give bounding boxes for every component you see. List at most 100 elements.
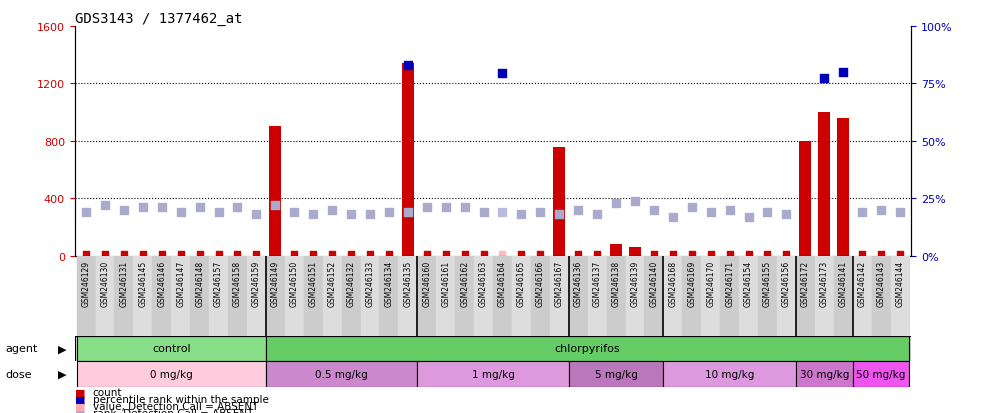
Bar [398, 256, 417, 337]
Text: GSM246150: GSM246150 [290, 260, 299, 306]
Point [741, 251, 757, 257]
Point [873, 207, 889, 214]
Bar [379, 256, 398, 337]
Point [229, 204, 245, 211]
Bar [834, 256, 853, 337]
Point [760, 209, 776, 216]
Bar [436, 256, 455, 337]
Text: GSM246167: GSM246167 [555, 260, 564, 306]
Point [836, 69, 852, 76]
Text: GSM246137: GSM246137 [593, 260, 602, 306]
Point [191, 251, 207, 257]
Text: GSM246168: GSM246168 [668, 260, 677, 306]
Text: 1 mg/kg: 1 mg/kg [471, 369, 515, 379]
Point [495, 71, 511, 77]
Text: GSM246160: GSM246160 [422, 260, 431, 306]
Point [380, 251, 396, 257]
Text: GSM246169: GSM246169 [687, 260, 696, 306]
Text: rank, Detection Call = ABSENT: rank, Detection Call = ABSENT [93, 408, 253, 413]
Point [590, 251, 606, 257]
Text: GSM246136: GSM246136 [574, 260, 583, 306]
Bar [663, 256, 682, 337]
Bar [531, 256, 550, 337]
Bar [720, 256, 739, 337]
Point [210, 209, 226, 216]
Text: GSM246152: GSM246152 [328, 260, 337, 306]
Point [362, 211, 377, 218]
Point [399, 209, 415, 216]
Point [97, 202, 113, 209]
Text: GSM246166: GSM246166 [536, 260, 545, 306]
Text: ▶: ▶ [58, 369, 67, 379]
Point [722, 207, 738, 214]
Bar [701, 256, 720, 337]
Text: GSM246133: GSM246133 [366, 260, 374, 306]
Text: GSM246154: GSM246154 [744, 260, 753, 306]
Point [456, 251, 472, 257]
Text: chlorpyrifos: chlorpyrifos [555, 344, 621, 354]
Point [418, 204, 434, 211]
Text: GSM246138: GSM246138 [612, 260, 621, 306]
Point [855, 209, 871, 216]
Text: 0.5 mg/kg: 0.5 mg/kg [315, 369, 368, 379]
Bar [777, 256, 796, 337]
Text: ■: ■ [75, 408, 86, 413]
Point [153, 251, 169, 257]
Bar [115, 256, 133, 337]
Bar [361, 256, 379, 337]
Bar [818, 113, 831, 256]
Text: GSM246131: GSM246131 [120, 260, 128, 306]
Point [267, 202, 283, 209]
Text: GSM246162: GSM246162 [460, 260, 469, 306]
Bar [799, 141, 812, 256]
Point [78, 251, 94, 257]
Text: 5 mg/kg: 5 mg/kg [595, 369, 637, 379]
Text: GSM246157: GSM246157 [214, 260, 223, 306]
Text: GSM246158: GSM246158 [233, 260, 242, 306]
Text: ■: ■ [75, 387, 86, 397]
Point [892, 209, 908, 216]
Bar [266, 336, 909, 361]
Point [779, 211, 795, 218]
Point [362, 251, 377, 257]
Bar [152, 256, 171, 337]
Text: GSM246143: GSM246143 [876, 260, 885, 306]
Text: GSM246163: GSM246163 [479, 260, 488, 306]
Point [552, 211, 568, 218]
Point [514, 211, 530, 218]
Text: agent: agent [5, 344, 38, 354]
Point [116, 207, 131, 214]
Point [286, 209, 302, 216]
Text: GSM246172: GSM246172 [801, 260, 810, 306]
Point [343, 251, 359, 257]
Bar [853, 361, 909, 387]
Text: GSM246130: GSM246130 [101, 260, 110, 306]
Point [248, 211, 264, 218]
Point [646, 207, 662, 214]
Bar [610, 244, 622, 256]
Text: GSM246146: GSM246146 [157, 260, 166, 306]
Point [571, 207, 587, 214]
Bar [682, 256, 701, 337]
Bar [663, 361, 796, 387]
Bar [815, 256, 834, 337]
Text: GSM246151: GSM246151 [309, 260, 318, 306]
Point [855, 251, 871, 257]
Point [571, 251, 587, 257]
Point [646, 251, 662, 257]
Point [324, 251, 340, 257]
Text: 10 mg/kg: 10 mg/kg [705, 369, 754, 379]
Text: GSM246144: GSM246144 [895, 260, 904, 306]
Point [779, 251, 795, 257]
Text: GSM246145: GSM246145 [138, 260, 147, 306]
Point [153, 204, 169, 211]
Point [475, 209, 491, 216]
Bar [209, 256, 228, 337]
Point [399, 62, 415, 69]
Point [172, 251, 188, 257]
Point [665, 214, 681, 221]
Point [343, 211, 359, 218]
Point [210, 251, 226, 257]
Bar [493, 256, 512, 337]
Text: 30 mg/kg: 30 mg/kg [800, 369, 849, 379]
